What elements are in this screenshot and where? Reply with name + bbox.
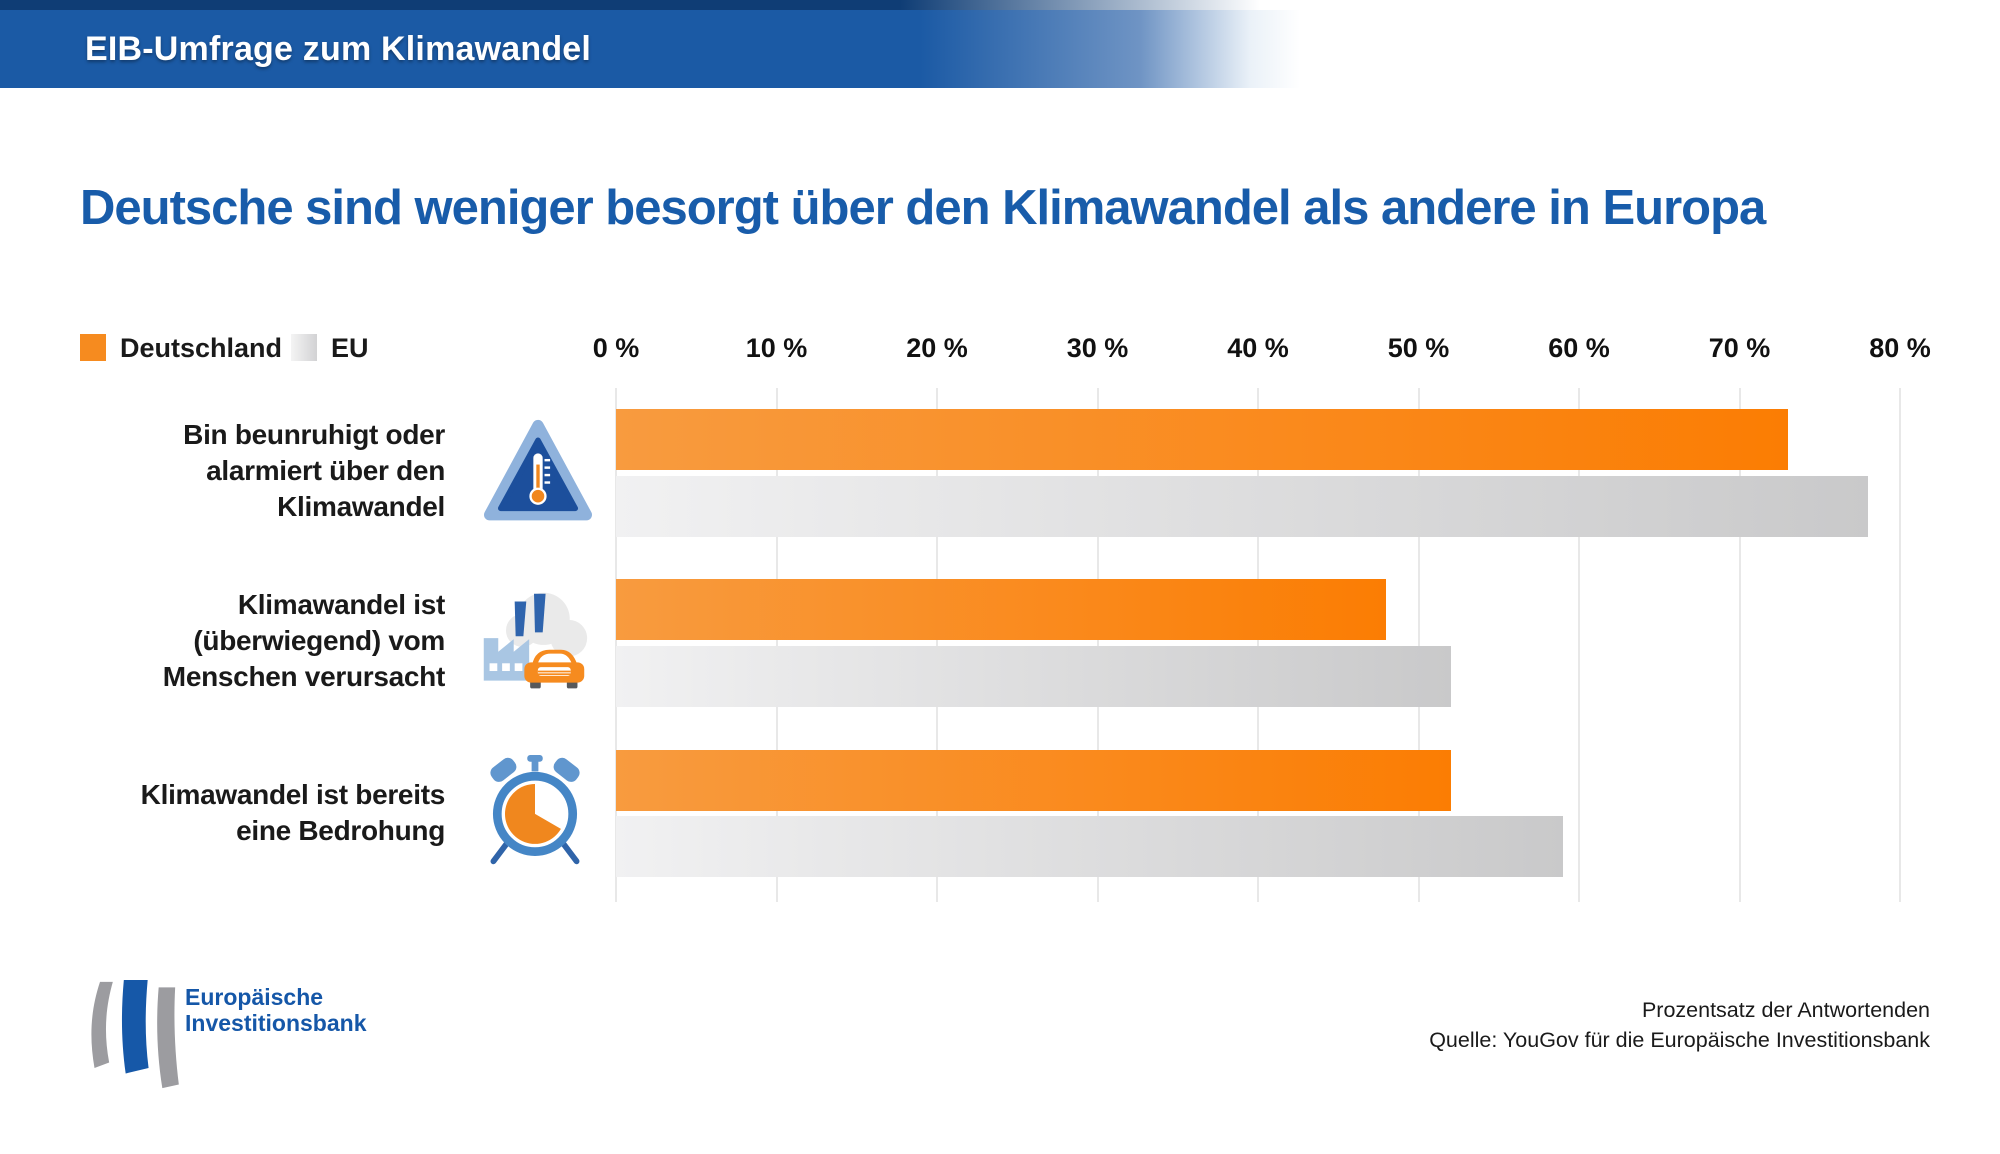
category-label-line: Klimawandel [277,491,445,522]
page-title: Deutsche sind weniger besorgt über den K… [80,181,1766,235]
x-axis: 0 % 10 % 20 % 30 % 40 % 50 % 60 % 70 % 8… [593,331,1931,365]
category-label-line: Klimawandel ist [237,589,445,620]
gridline [1417,388,1420,902]
factory-car-emissions-icon [483,592,588,689]
gridline [1899,388,1901,902]
x-axis-tick: 30 % [1066,333,1129,363]
source-note: Prozentsatz der Antwortenden Quelle: You… [1429,995,1930,1055]
x-axis-tick: 70 % [1708,333,1771,363]
bar-deutschland-bedrohung [616,750,1451,811]
bar-eu-bedrohung [616,816,1563,877]
eib-logo-line: Europäische [185,984,324,1010]
bar-deutschland-menschgemacht [616,579,1387,640]
x-axis-tick: 60 % [1548,333,1610,363]
header-bar: EIB-Umfrage zum Klimawandel [0,10,2000,88]
legend-label-eu: EU [331,333,369,363]
legend-label-deutschland: Deutschland [120,333,283,363]
x-axis-tick: 0 % [592,333,640,363]
category-label-menschgemacht: Klimawandel ist (überwiegend) vom Mensch… [80,587,446,695]
header-title: EIB-Umfrage zum Klimawandel [85,30,592,68]
legend-swatch-deutschland [80,334,106,361]
bar-eu-besorgt [616,476,1868,537]
gridline [615,388,617,902]
category-label-line: alarmiert über den [206,455,445,486]
eib-logo-line: Investitionsbank [185,1010,367,1036]
bar-eu-menschgemacht [616,646,1451,707]
category-label-besorgt: Bin beunruhigt oder alarmiert über den K… [80,417,445,525]
x-axis-tick: 10 % [745,333,808,363]
gridline [1096,388,1099,902]
category-label-line: Klimawandel ist bereits [140,779,446,810]
gridline [775,388,778,902]
warning-triangle-thermometer-icon [483,419,592,521]
gridline [936,388,938,902]
bar-deutschland-besorgt [616,409,1788,470]
category-label-bedrohung: Klimawandel ist bereits eine Bedrohung [80,777,446,849]
source-note-line: Prozentsatz der Antwortenden [1641,998,1930,1022]
gridline [1738,388,1741,902]
x-axis-tick: 40 % [1227,333,1289,363]
gridline [1578,388,1580,902]
x-axis-tick: 80 % [1869,333,1931,363]
header-banner: EIB-Umfrage zum Klimawandel [0,0,2000,88]
source-note-line: Quelle: YouGov für die Europäische Inves… [1429,1028,1930,1052]
header-top-stripe [0,0,2000,10]
eib-logo-icon [91,980,179,1089]
alarm-clock-icon [490,754,580,865]
x-axis-tick: 20 % [906,333,968,363]
plot-area [615,388,1901,902]
legend-swatch-eu [291,334,317,361]
category-label-line: (überwiegend) vom [193,625,445,656]
category-label-line: eine Bedrohung [236,815,445,846]
x-axis-tick: 50 % [1387,333,1450,363]
gridline [1257,388,1259,902]
eib-logo-wordmark: Europäische Investitionsbank [185,984,366,1036]
category-label-line: Menschen verursacht [162,661,446,692]
category-label-line: Bin beunruhigt oder [183,419,445,450]
